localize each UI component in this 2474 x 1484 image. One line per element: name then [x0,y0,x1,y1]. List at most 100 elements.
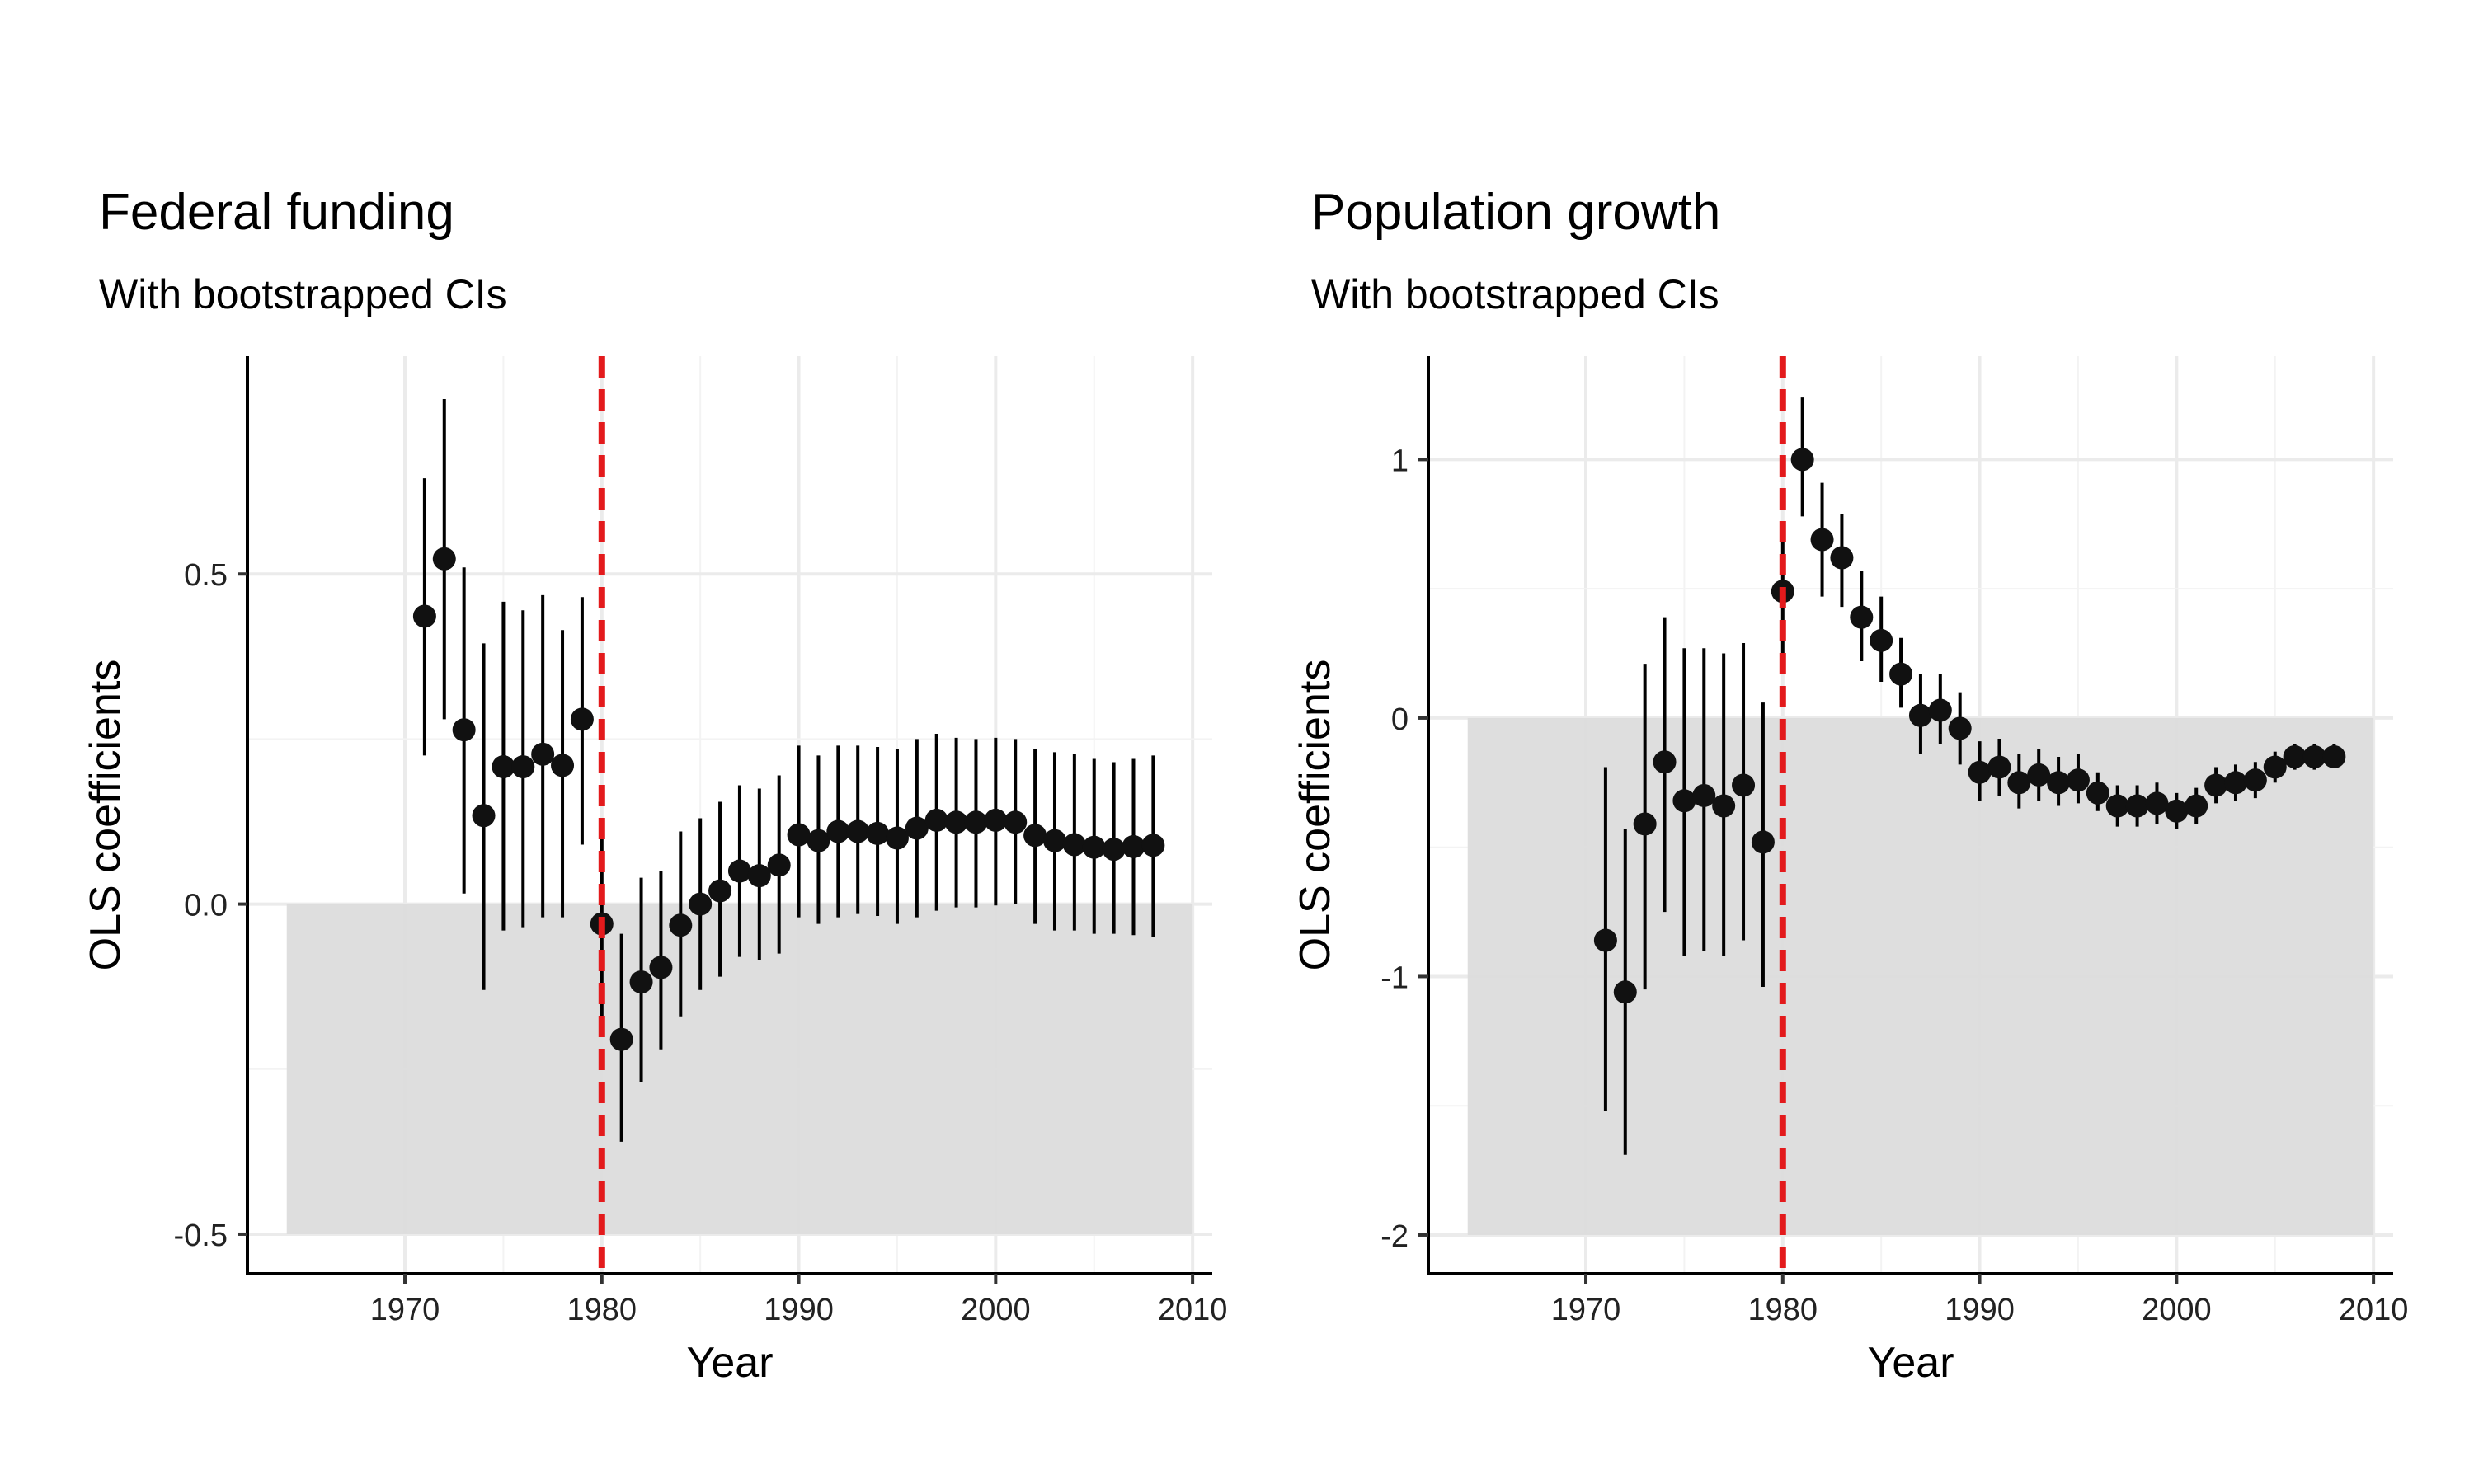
data-point [2223,771,2247,795]
plot-area: 1970 1980 1990 2000 2010 -0.5 0.0 0.5 Year OLS co… [82,356,1228,1387]
data-point [531,742,555,766]
data-point [2204,773,2228,797]
data-point [984,808,1008,832]
data-point [807,829,830,852]
data-point [826,819,850,843]
data-point [1593,928,1617,952]
data-point [1850,605,1874,629]
data-point [472,804,496,828]
data-point [492,755,515,779]
data-point [432,547,456,571]
data-point [964,810,988,834]
x-tick-label: 1980 [567,1293,637,1327]
data-point [1751,830,1775,854]
data-point [2007,771,2031,795]
data-point [1810,528,1834,552]
x-tick-label: 1990 [764,1293,834,1327]
data-point [1732,773,1756,797]
data-point [2263,755,2287,779]
x-axis-title: Year [1867,1339,1954,1387]
data-point [866,821,890,845]
x-tick-label: 2000 [2142,1293,2212,1327]
data-point [2086,781,2109,805]
shaded-region [286,904,1193,1234]
data-point [649,956,673,979]
y-axis-title: OLS coefficients [1291,660,1339,971]
y-tick-label: -1 [1380,960,1409,995]
y-tick-label: 0.0 [184,889,228,923]
plot-area: 1970 1980 1990 2000 2010 -2 -1 0 1 Year OLS coeffi… [1291,356,2409,1387]
chart-title: Federal funding [99,184,454,241]
data-point [1023,824,1047,848]
data-point [1889,662,1913,686]
x-tick-label: 2010 [2339,1293,2409,1327]
chart-title: Population growth [1311,184,1721,241]
data-point [2105,794,2129,818]
data-point [551,754,575,777]
data-point [905,816,929,840]
data-point [1062,833,1086,857]
x-tick-label: 1970 [370,1293,440,1327]
x-tick-label: 1980 [1748,1293,1818,1327]
data-point [609,1027,633,1051]
y-tick-label: 1 [1391,444,1409,478]
data-point [885,826,909,850]
data-point [1122,834,1145,858]
data-point [669,913,693,937]
data-point [2185,794,2208,818]
x-tick-label: 1990 [1945,1293,2015,1327]
data-point [1948,716,1972,740]
chart-subtitle: With bootstrapped CIs [1311,271,1719,317]
data-point [1102,838,1126,862]
data-points [412,547,1165,1051]
data-point [511,755,535,779]
data-point [2125,794,2149,818]
data-point [1633,812,1657,836]
data-point [1968,760,1992,784]
data-point [727,859,751,883]
x-axis-title: Year [686,1339,773,1387]
y-tick-label: 0.5 [184,558,228,593]
data-point [2145,791,2169,815]
y-tick-label: -0.5 [174,1219,228,1253]
data-point [2302,744,2326,768]
data-point [1042,829,1066,852]
x-tick-label: 2010 [1158,1293,1228,1327]
x-tick-label: 2000 [961,1293,1031,1327]
data-points [1593,448,2346,1004]
data-point [1613,980,1637,1004]
data-point [2165,799,2189,823]
data-point [944,810,968,834]
data-point [787,823,811,847]
data-point [412,604,436,628]
data-point [846,819,870,843]
data-point [767,853,791,877]
data-point [1672,789,1696,813]
data-point [1790,448,1814,472]
data-point [2322,744,2346,768]
data-point [924,808,948,832]
data-point [1908,703,1932,727]
data-point [1004,810,1028,834]
chart-panel-federal-funding: Federal funding With bootstrapped CIs 19… [82,184,1228,1387]
data-point [708,879,732,903]
y-tick-label: 0 [1391,702,1409,737]
shaded-region [1467,717,2374,1235]
data-point [1653,750,1677,774]
data-point [2027,763,2051,787]
y-axis-title: OLS coefficients [82,660,129,971]
chart-subtitle: With bootstrapped CIs [99,271,507,317]
data-point [452,718,476,742]
data-point [570,707,594,731]
data-point [2243,768,2267,792]
chart-panel-population-growth: Population growth With bootstrapped CIs … [1237,0,2474,1484]
data-point [1987,755,2011,779]
data-point [1141,834,1165,857]
data-point [1692,783,1716,807]
data-point [747,864,771,888]
data-point [689,892,713,916]
data-point [2047,771,2071,795]
data-point [1870,628,1893,652]
data-point [1082,835,1106,859]
y-tick-label: -2 [1380,1219,1409,1254]
